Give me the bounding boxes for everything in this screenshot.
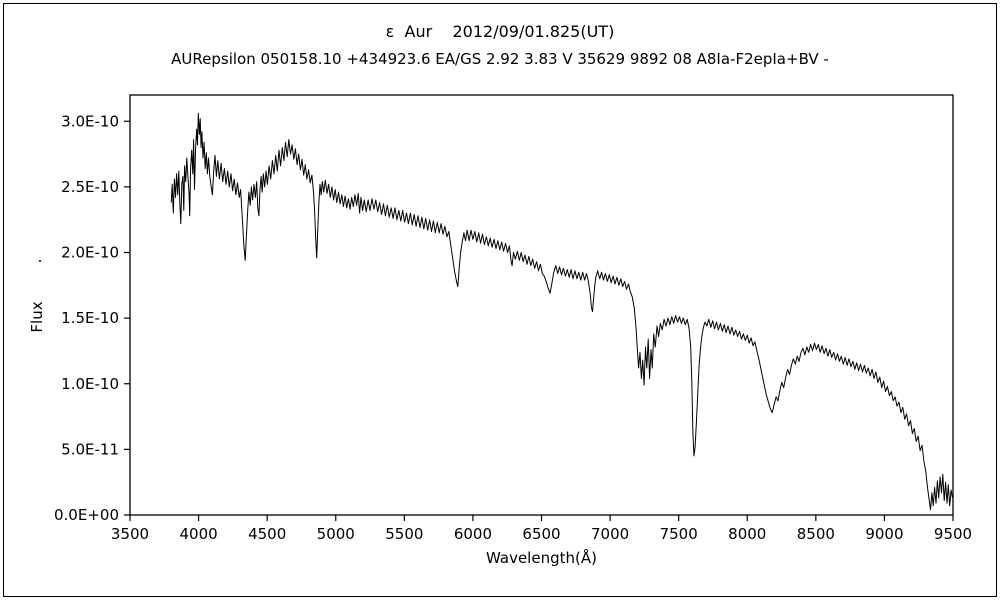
stray-dot: . [38,248,43,266]
x-tick-label: 3500 [111,525,149,543]
x-tick-label: 8500 [797,525,835,543]
y-tick-label: 3.0E-10 [61,112,119,130]
y-axis-ticks: 0.0E+00 5.0E-11 1.0E-10 1.5E-10 2.0E-10 2.5E-… [54,112,130,524]
plot-frame [129,94,954,516]
x-tick-label: 7000 [591,525,629,543]
x-tick-label: 8000 [728,525,766,543]
chart-title: ε Aur 2012/09/01.825(UT) [385,22,615,41]
chart-subtitle: AURepsilon 050158.10 +434923.6 EA/GS 2.9… [171,50,829,68]
x-tick-label: 5000 [317,525,355,543]
x-tick-label: 6000 [454,525,492,543]
y-axis-label: Flux [28,301,46,332]
x-tick-label: 5500 [385,525,423,543]
x-tick-label: 7500 [660,525,698,543]
y-tick-label: 5.0E-11 [61,440,119,458]
x-tick-label: 4000 [179,525,217,543]
y-tick-label: 1.5E-10 [61,309,119,327]
x-tick-label: 9500 [934,525,972,543]
x-tick-label: 4500 [248,525,286,543]
x-axis-label: Wavelength(Å) [486,548,597,567]
y-tick-label: 0.0E+00 [54,506,119,524]
y-tick-label: 2.0E-10 [61,244,119,262]
y-tick-label: 1.0E-10 [61,375,119,393]
x-axis-ticks: 3500 4000 4500 5000 5500 6000 6500 7000 7500 8000… [111,515,972,543]
x-tick-label: 9000 [865,525,903,543]
spectrum-polyline [170,112,953,511]
y-tick-label: 2.5E-10 [61,178,119,196]
x-tick-label: 6500 [522,525,560,543]
